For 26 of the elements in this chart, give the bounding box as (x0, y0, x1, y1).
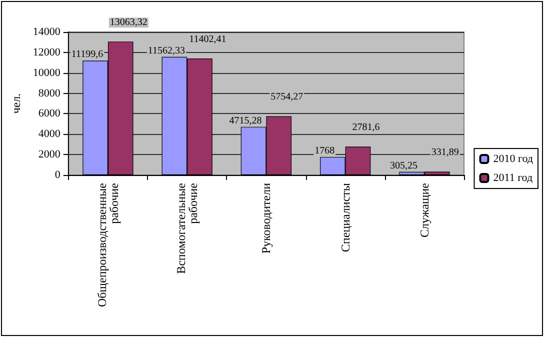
data-label: 305,25 (390, 160, 418, 172)
y-tick-label: 2000 (38, 148, 61, 161)
data-label: 2781,6 (352, 122, 380, 134)
data-label: 5754,27 (270, 92, 304, 103)
data-label: 11402,41 (189, 34, 226, 46)
data-label: 4715,28 (229, 115, 262, 126)
y-tick-label: 0 (54, 169, 61, 181)
y-tick-label: 10000 (32, 66, 61, 79)
x-tick-label: Специалисты (338, 183, 352, 252)
data-label: 331,89 (431, 147, 459, 158)
x-tick-label: Общепроизводственные рабочие (94, 183, 121, 307)
x-tick-label: Руководители (259, 182, 274, 254)
y-tick-label: 8000 (38, 87, 61, 100)
y-axis-title: чел. (9, 93, 23, 114)
y-tick-label: 6000 (38, 108, 61, 120)
data-label: 11562,33 (148, 45, 185, 56)
legend-label: 2010 год (493, 153, 534, 165)
y-tick-label: 4000 (38, 128, 61, 140)
x-tick-label: Служащие (417, 183, 432, 238)
legend-label: 2011 год (493, 172, 533, 184)
x-tick-label: Вспомогательные рабочие (174, 183, 200, 274)
data-label: 13063,32 (110, 17, 148, 28)
data-label: 11199,6 (71, 49, 104, 60)
data-label: 1768 (314, 145, 335, 156)
y-tick-label: 12000 (32, 46, 61, 58)
y-tick-label: 14000 (32, 26, 61, 38)
